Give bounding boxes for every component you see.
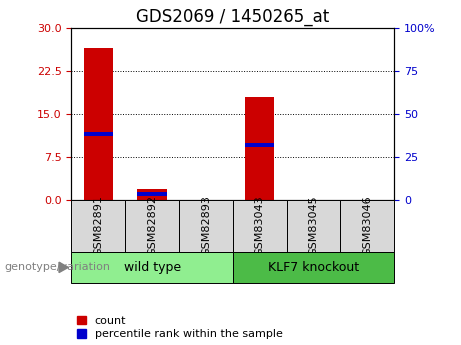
Bar (125, 200, 179, 252)
Text: GSM83046: GSM83046 (362, 196, 372, 256)
Bar (233, 252, 394, 283)
Title: GDS2069 / 1450265_at: GDS2069 / 1450265_at (136, 8, 330, 26)
Bar (340, 200, 394, 252)
Text: KLF7 knockout: KLF7 knockout (268, 261, 359, 274)
Text: GSM83045: GSM83045 (308, 196, 319, 256)
Text: GSM82893: GSM82893 (201, 196, 211, 256)
Legend: count, percentile rank within the sample: count, percentile rank within the sample (77, 316, 283, 339)
Bar (287, 200, 340, 252)
Bar (137, 192, 167, 196)
Bar (137, 189, 167, 200)
Bar (179, 200, 233, 252)
Text: GSM82892: GSM82892 (147, 196, 157, 256)
Bar (245, 97, 274, 200)
Bar (71, 252, 233, 283)
Bar (245, 144, 274, 148)
Bar (83, 48, 113, 200)
Text: GSM82891: GSM82891 (93, 196, 103, 256)
Bar (233, 200, 287, 252)
Bar (83, 132, 113, 136)
Polygon shape (59, 262, 68, 273)
Text: wild type: wild type (124, 261, 181, 274)
Text: GSM83043: GSM83043 (254, 196, 265, 256)
Text: genotype/variation: genotype/variation (5, 263, 111, 272)
Bar (71, 200, 125, 252)
